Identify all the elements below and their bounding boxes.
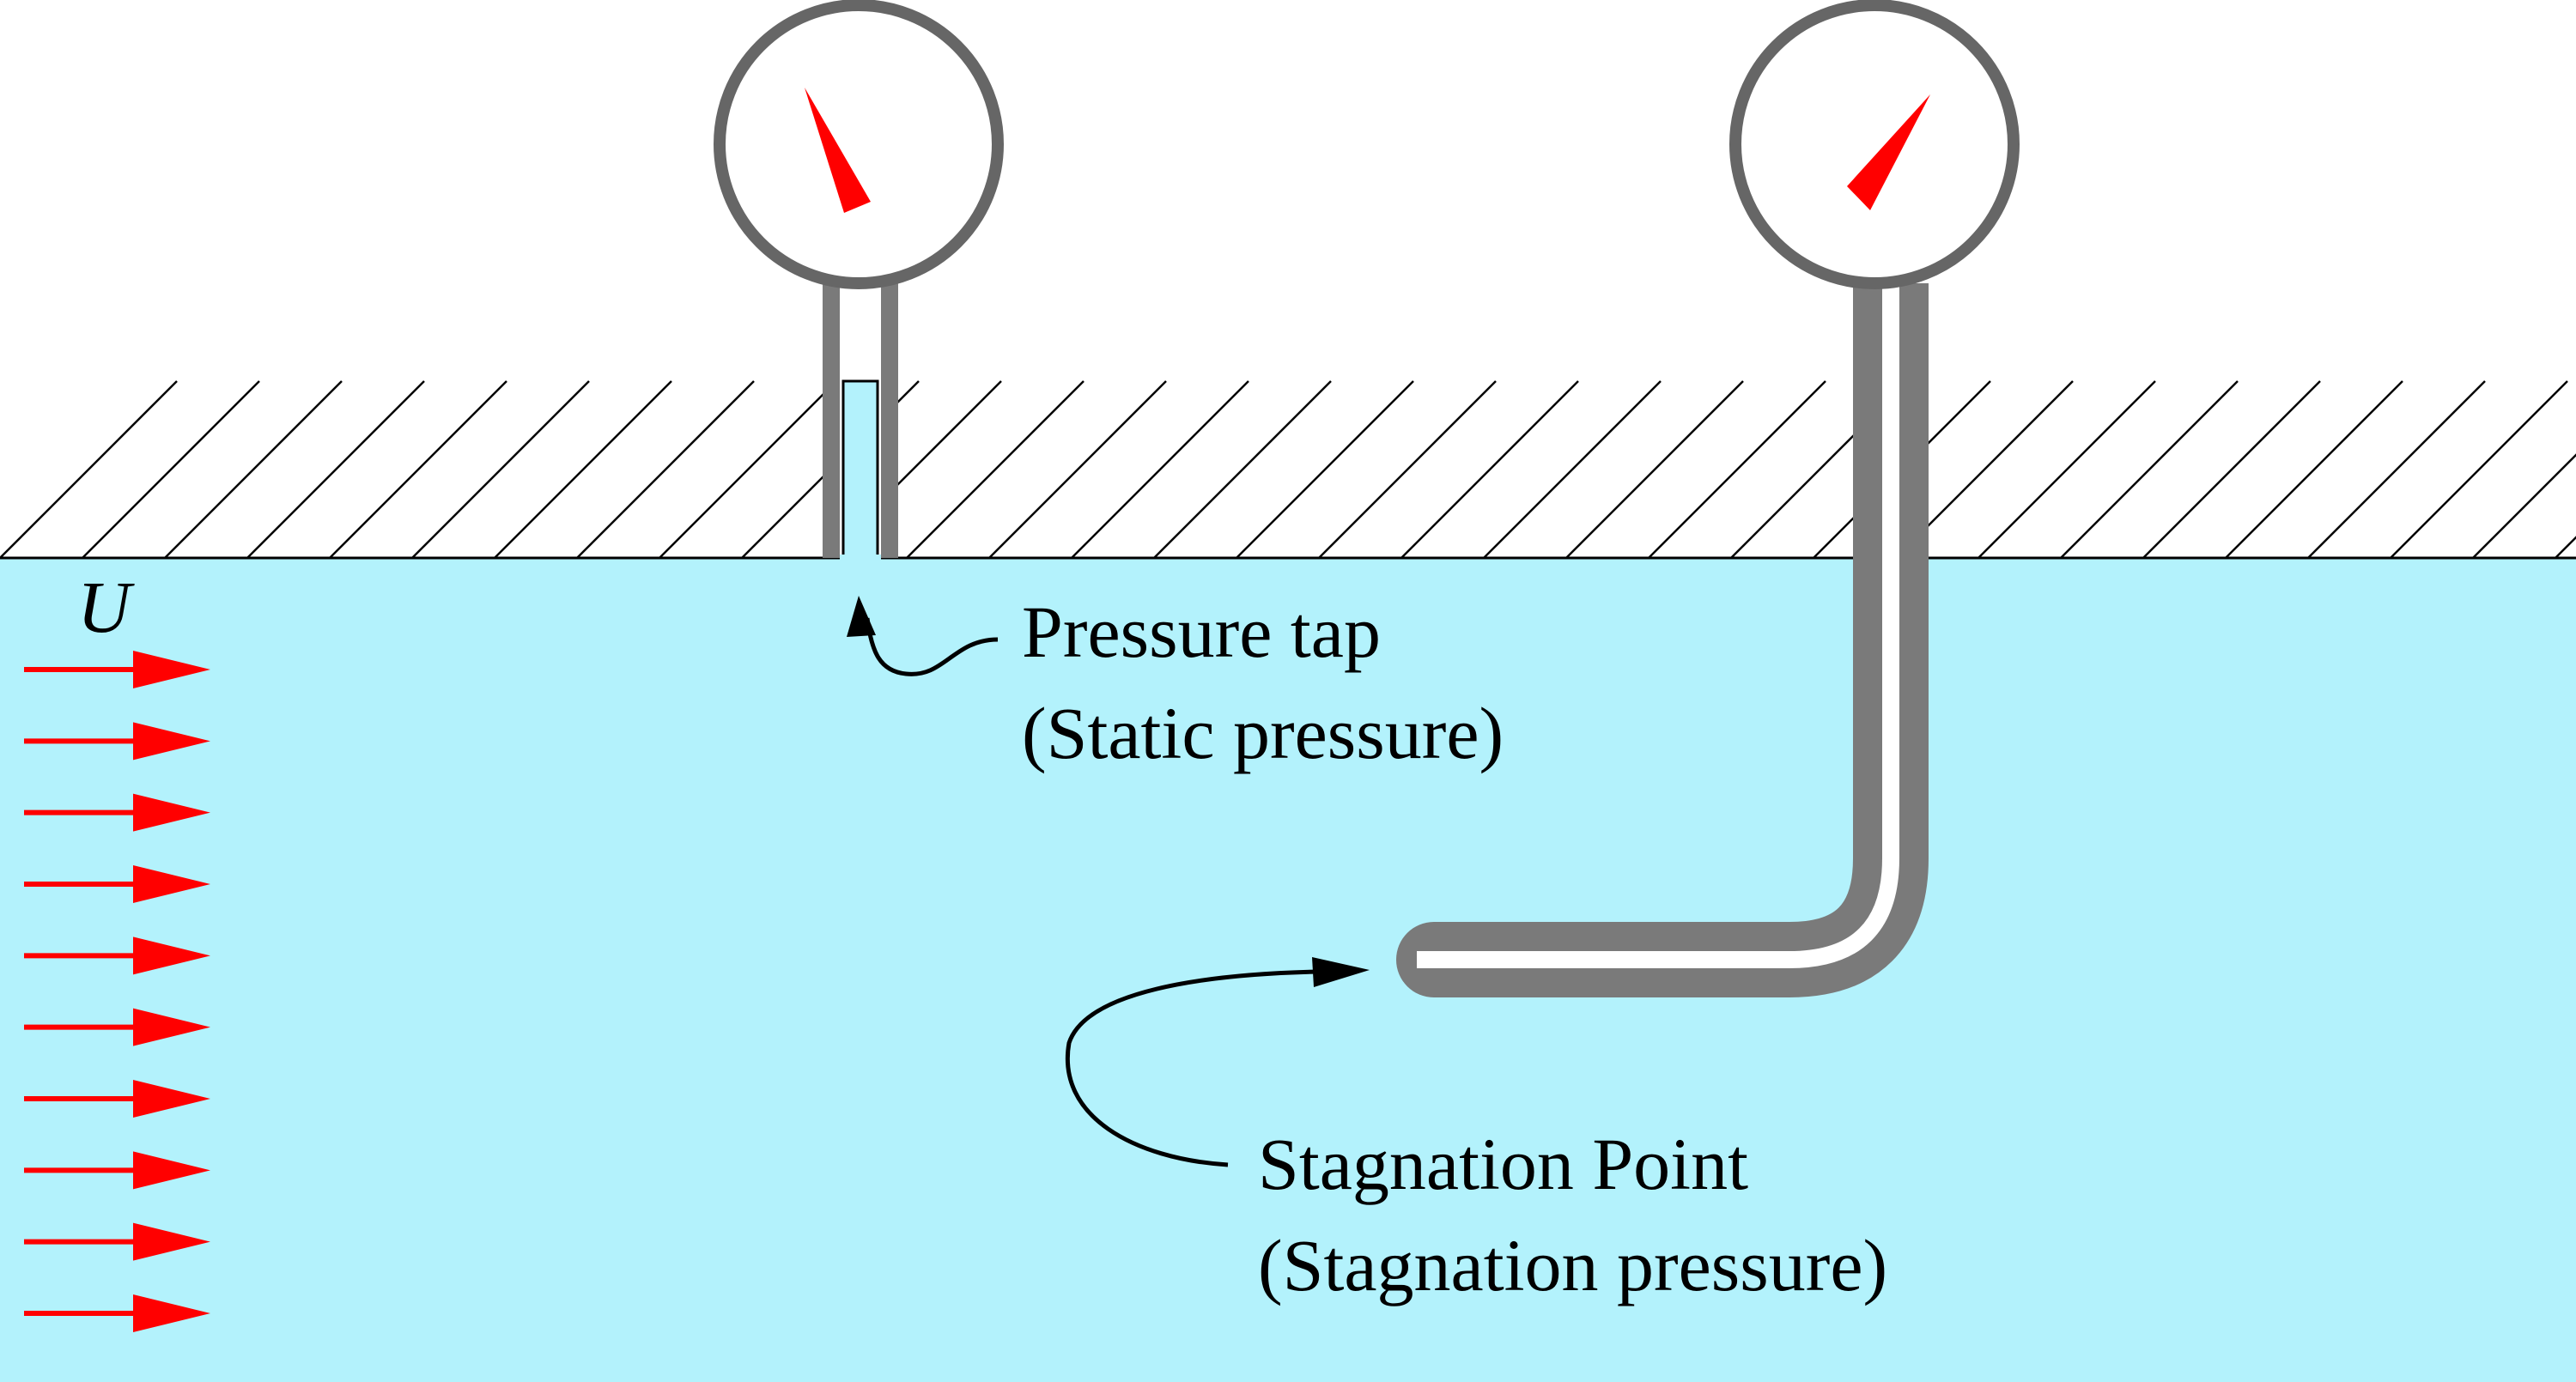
static-tap-tube xyxy=(823,283,898,561)
static-pressure-label: (Static pressure) xyxy=(1022,692,1504,774)
hatch-line xyxy=(906,380,1084,559)
hatch-line xyxy=(1483,380,1662,559)
hatch-line xyxy=(1400,380,1579,559)
flow-arrow xyxy=(24,1080,210,1118)
hatch-line xyxy=(411,380,590,559)
hatch-line xyxy=(2060,380,2239,559)
gauge-needle xyxy=(805,88,871,213)
pressure-tap-pointer xyxy=(847,596,999,676)
hatch-line xyxy=(1978,380,2156,559)
stagnation-opening xyxy=(1417,951,1436,968)
pitot-tube xyxy=(1396,283,1929,997)
hatch-line xyxy=(659,380,837,559)
hatch-line xyxy=(1318,380,1497,559)
flow-arrow xyxy=(24,1222,210,1261)
pointer-arrowhead xyxy=(847,596,876,637)
flow-arrow xyxy=(24,865,210,903)
hatch-line xyxy=(246,380,425,559)
hatch-line xyxy=(2142,380,2321,559)
hatch-line xyxy=(0,380,178,559)
flow-arrows xyxy=(24,651,210,1332)
hatch-line xyxy=(2225,380,2403,559)
hatch-line xyxy=(1236,380,1414,559)
stagnation-point-label: Stagnation Point xyxy=(1258,1123,1748,1205)
gauge-dial xyxy=(1729,0,2020,289)
hatch-line xyxy=(576,380,755,559)
hatch-line xyxy=(1565,380,1744,559)
hatch-line xyxy=(1153,380,1332,559)
flow-arrow xyxy=(24,936,210,975)
flow-arrow xyxy=(24,793,210,832)
flow-arrow xyxy=(24,1008,210,1046)
pressure-tap-label: Pressure tap xyxy=(1022,591,1381,673)
fluid-region xyxy=(0,558,2576,1382)
velocity-symbol: U xyxy=(77,566,135,648)
hatch-line xyxy=(329,380,507,559)
stagnation-pressure-gauge xyxy=(1729,0,2020,289)
hatch-line xyxy=(2307,380,2486,559)
static-pressure-gauge xyxy=(714,0,1004,289)
hatch-line xyxy=(82,380,260,559)
gauge-dial xyxy=(714,0,1004,289)
hatch-line xyxy=(1071,380,1249,559)
hatch-line xyxy=(2555,536,2576,559)
stagnation-pressure-label: (Stagnation pressure) xyxy=(1258,1224,1887,1306)
pointer-arrowhead xyxy=(1312,957,1370,987)
flow-arrow xyxy=(24,1151,210,1190)
stagnation-pointer xyxy=(1065,957,1370,1167)
hatch-line xyxy=(164,380,343,559)
hatch-line xyxy=(1648,380,1826,559)
hatch-line xyxy=(2390,380,2568,559)
hatch-line xyxy=(988,380,1167,559)
wall-hatching xyxy=(0,380,2576,559)
hatch-line xyxy=(494,380,672,559)
flow-arrow xyxy=(24,651,210,688)
tap-fluid-column xyxy=(841,379,879,560)
hatch-line xyxy=(2472,453,2576,559)
flow-arrow xyxy=(24,722,210,761)
flow-arrow xyxy=(24,1294,210,1332)
gauge-needle xyxy=(1847,94,1930,210)
